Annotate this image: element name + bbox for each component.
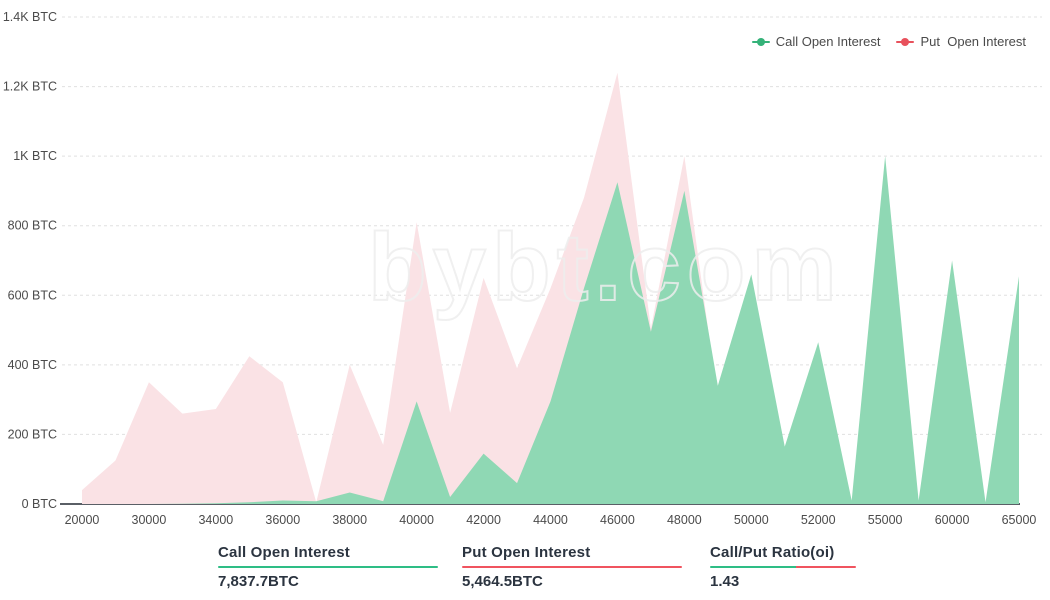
legend-item-put[interactable]: Put Open Interest bbox=[896, 34, 1026, 49]
legend-label-call: Call Open Interest bbox=[775, 34, 881, 49]
x-tick-label: 46000 bbox=[600, 513, 635, 527]
stat-call-open-interest: Call Open Interest 7,837.7BTC bbox=[218, 544, 438, 590]
x-tick-label: 40000 bbox=[399, 513, 434, 527]
stat-ratio-label: Call/Put Ratio(oi) bbox=[710, 544, 835, 561]
x-tick-label: 30000 bbox=[132, 513, 167, 527]
stat-ratio-underline bbox=[710, 566, 856, 568]
stat-put-open-interest: Put Open Interest 5,464.5BTC bbox=[462, 544, 682, 590]
legend-label-put: Put Open Interest bbox=[920, 34, 1026, 49]
x-tick-label: 20000 bbox=[65, 513, 100, 527]
oi-area-chart: 0 BTC 200 BTC 400 BTC 600 BTC 800 BTC 1K BTC 1… bbox=[3, 10, 1042, 527]
call-series-icon bbox=[751, 37, 770, 46]
y-tick-label: 1.2K BTC bbox=[3, 80, 57, 94]
x-tick-label: 48000 bbox=[667, 513, 702, 527]
call-oi-area bbox=[82, 156, 1019, 504]
put-series-icon bbox=[896, 37, 915, 46]
stat-put-value: 5,464.5BTC bbox=[462, 573, 543, 590]
x-tick-label: 38000 bbox=[332, 513, 367, 527]
stat-call-label: Call Open Interest bbox=[218, 544, 350, 561]
x-tick-label: 60000 bbox=[935, 513, 970, 527]
stat-put-underline bbox=[462, 566, 682, 568]
stat-put-label: Put Open Interest bbox=[462, 544, 591, 561]
x-tick-label: 36000 bbox=[265, 513, 300, 527]
chart-legend: Call Open Interest Put Open Interest bbox=[751, 34, 1026, 49]
x-tick-label: 65000 bbox=[1002, 513, 1037, 527]
y-tick-label: 400 BTC bbox=[8, 358, 57, 372]
y-tick-label: 1K BTC bbox=[13, 149, 57, 163]
stat-call-put-ratio: Call/Put Ratio(oi) 1.43 bbox=[710, 544, 856, 590]
x-tick-label: 44000 bbox=[533, 513, 568, 527]
watermark: bybt.com bbox=[368, 214, 843, 321]
y-tick-label: 800 BTC bbox=[8, 219, 57, 233]
stat-ratio-value: 1.43 bbox=[710, 573, 740, 590]
open-interest-chart-area: 0 BTC 200 BTC 400 BTC 600 BTC 800 BTC 1K BTC 1… bbox=[3, 10, 1042, 527]
y-tick-label: 0 BTC bbox=[22, 497, 57, 511]
put-oi-area bbox=[82, 72, 1019, 504]
y-tick-label: 200 BTC bbox=[8, 427, 57, 441]
x-tick-label: 55000 bbox=[868, 513, 903, 527]
stat-call-underline bbox=[218, 566, 438, 568]
summary-stats-bar: Call Open Interest 7,837.7BTC Put Open I… bbox=[0, 542, 1050, 600]
stat-call-value: 7,837.7BTC bbox=[218, 573, 299, 590]
x-tick-label: 50000 bbox=[734, 513, 769, 527]
x-tick-label: 34000 bbox=[198, 513, 233, 527]
x-tick-label: 42000 bbox=[466, 513, 501, 527]
x-tick-label: 52000 bbox=[801, 513, 836, 527]
y-tick-label: 600 BTC bbox=[8, 288, 57, 302]
y-tick-label: 1.4K BTC bbox=[3, 10, 57, 24]
legend-item-call[interactable]: Call Open Interest bbox=[751, 34, 881, 49]
